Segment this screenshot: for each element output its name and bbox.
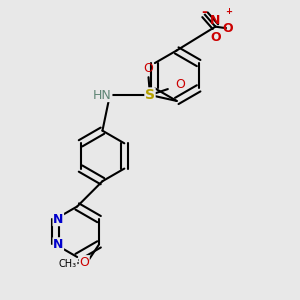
Text: HN: HN bbox=[93, 88, 112, 101]
Text: O: O bbox=[222, 22, 232, 34]
Text: N: N bbox=[53, 213, 64, 226]
Text: O: O bbox=[175, 78, 185, 91]
Text: CH₃: CH₃ bbox=[59, 259, 77, 269]
Text: O: O bbox=[210, 31, 221, 44]
Text: S: S bbox=[145, 88, 155, 102]
Text: O: O bbox=[144, 62, 154, 75]
Text: O: O bbox=[79, 256, 89, 269]
Text: +: + bbox=[225, 7, 232, 16]
Text: -: - bbox=[201, 5, 207, 19]
Text: N: N bbox=[53, 238, 64, 251]
Text: N: N bbox=[210, 14, 220, 27]
